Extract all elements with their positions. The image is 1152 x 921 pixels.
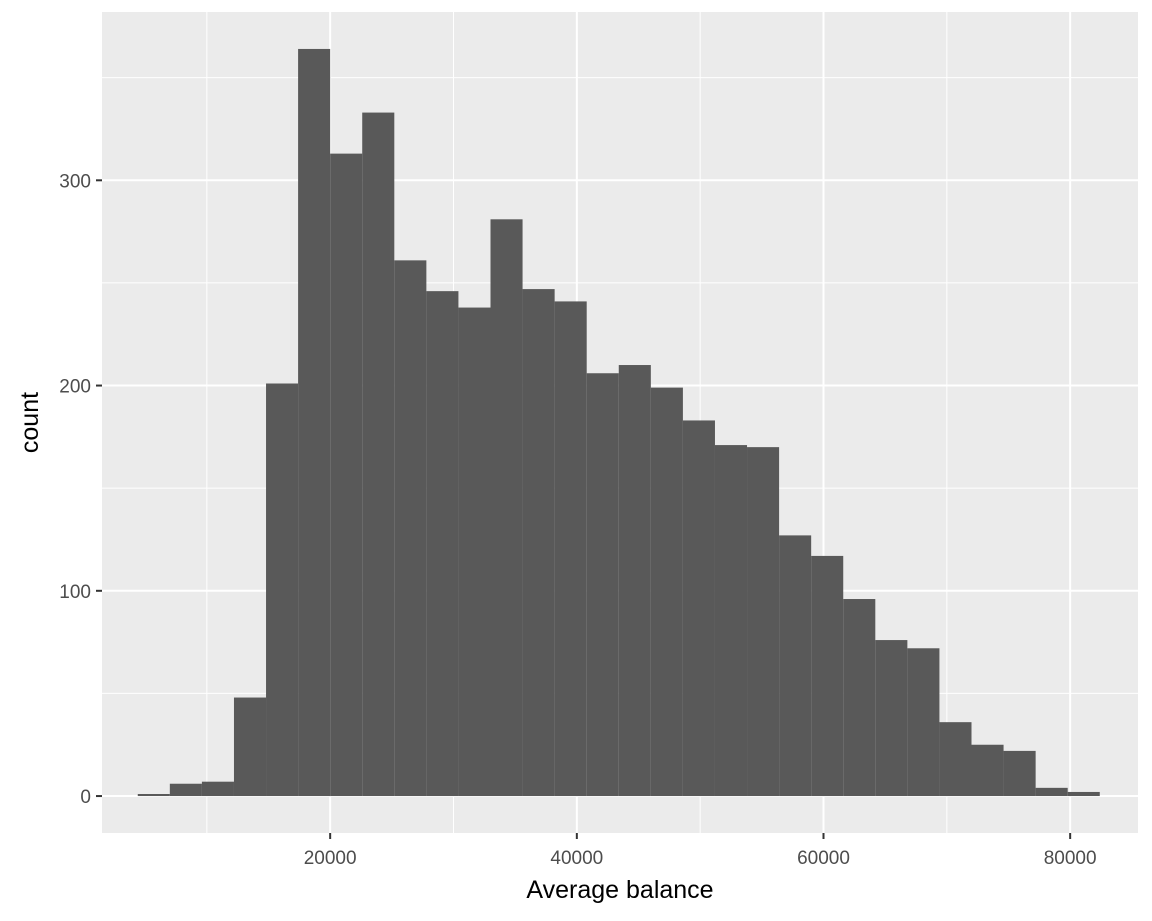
histogram-bar xyxy=(554,301,587,797)
histogram-bar xyxy=(394,260,427,797)
histogram-bar xyxy=(650,387,683,797)
histogram-bar xyxy=(522,289,555,797)
histogram-bar xyxy=(169,783,202,797)
histogram-bar xyxy=(426,291,459,797)
histogram-bar xyxy=(137,794,170,797)
x-tick-label: 40000 xyxy=(550,848,603,869)
x-tick-label: 20000 xyxy=(304,848,357,869)
histogram-bar xyxy=(907,648,940,797)
histogram-bar xyxy=(586,373,619,797)
histogram-bar xyxy=(201,781,234,797)
histogram-bar xyxy=(682,420,715,797)
x-axis-title: Average balance xyxy=(526,876,713,904)
x-tick-label: 60000 xyxy=(797,848,850,869)
histogram-bar xyxy=(843,599,876,797)
x-axis-ticks: 20000 40000 60000 80000 xyxy=(304,833,1097,869)
histogram-bar xyxy=(747,447,780,797)
y-axis-ticks: 0 100 200 300 xyxy=(59,171,102,808)
y-tick-label: 200 xyxy=(59,377,91,398)
x-tick-label: 80000 xyxy=(1044,848,1097,869)
histogram-bar xyxy=(714,445,748,797)
y-tick-label: 300 xyxy=(59,171,91,192)
histogram-bar xyxy=(618,365,651,797)
histogram-bar xyxy=(779,535,812,797)
histogram-bars xyxy=(137,48,1100,797)
y-tick-label: 100 xyxy=(59,582,91,603)
histogram-bar xyxy=(233,697,267,797)
histogram-bar xyxy=(971,744,1004,797)
histogram-bar xyxy=(1067,791,1100,797)
histogram-bar xyxy=(266,383,299,797)
histogram-bar xyxy=(298,48,331,797)
histogram-bar xyxy=(875,640,908,797)
y-tick-label: 0 xyxy=(80,787,91,808)
histogram-bar xyxy=(1035,787,1068,797)
histogram-bar xyxy=(362,112,395,797)
histogram-bar xyxy=(1003,750,1036,797)
y-axis-title: count xyxy=(16,392,44,453)
histogram-bar xyxy=(490,219,523,797)
histogram-bar xyxy=(939,722,972,797)
histogram-bar xyxy=(330,153,363,797)
histogram-bar xyxy=(811,555,844,797)
histogram-bar xyxy=(458,307,491,797)
